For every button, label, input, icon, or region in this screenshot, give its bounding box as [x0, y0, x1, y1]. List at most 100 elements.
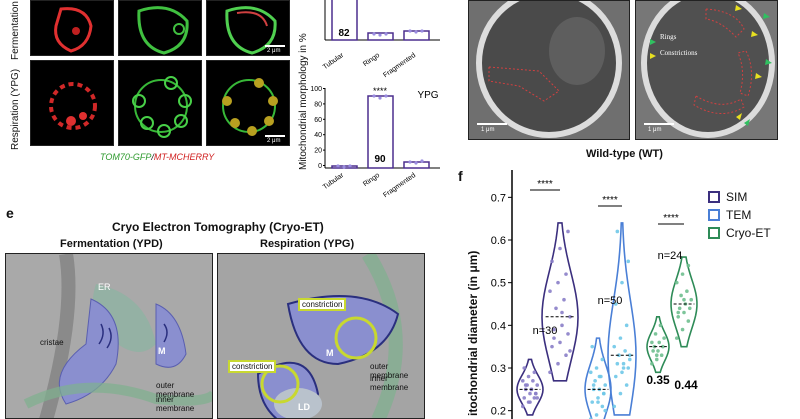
label-outer-membrane: outer membrane — [370, 362, 409, 380]
data-point — [554, 306, 558, 311]
data-point — [612, 344, 617, 349]
label-ld: LD — [298, 402, 310, 412]
label-m: M — [326, 348, 334, 358]
significance-stars: **** — [602, 195, 618, 206]
data-point — [558, 246, 562, 251]
data-point — [520, 404, 525, 409]
x-tick-ringo: Ringo — [362, 172, 381, 188]
bar-chart-svg: 82 Tubular Ringo Fragmented 100 80 60 40 20 0… — [310, 0, 440, 199]
micro-green-ferm — [118, 0, 202, 56]
bar-value-label: 90 — [374, 154, 386, 165]
y-tick-label: 60 — [314, 117, 322, 124]
data-point — [685, 289, 689, 293]
micro-green-resp — [118, 60, 202, 146]
legend-item-sim: SIM — [708, 190, 771, 204]
significance-stars: **** — [373, 86, 388, 96]
data-point — [682, 310, 686, 315]
data-point — [624, 383, 629, 387]
legend-swatch — [708, 209, 720, 221]
data-point — [686, 263, 691, 268]
data-point — [523, 383, 528, 387]
data-point — [612, 404, 617, 409]
label-inner-membrane: inner membrane — [156, 395, 195, 413]
data-point — [651, 349, 655, 353]
label-constriction-left: constriction — [228, 360, 277, 373]
median-value-label: 0.31 — [598, 417, 622, 419]
legend-label: TEM — [726, 208, 752, 222]
data-point — [590, 400, 595, 404]
data-point — [548, 289, 552, 293]
data-point — [556, 280, 560, 285]
data-point — [613, 374, 618, 379]
channel-legend: TOM70-GFP/MT-MCHERRY — [100, 152, 214, 162]
data-point — [550, 259, 554, 264]
row-label-respiration: Respiration (YPG) — [10, 68, 21, 150]
x-tick-ringo: Ringo — [362, 52, 381, 68]
significance-stars: **** — [537, 179, 553, 190]
legend-item-tem: TEM — [708, 208, 771, 222]
data-point — [627, 357, 632, 362]
n-label: n=30 — [533, 325, 558, 337]
legend-swatch — [708, 227, 720, 239]
data-point — [548, 370, 552, 375]
data-point — [588, 370, 593, 375]
violin-legend: SIM TEM Cryo-ET — [708, 190, 771, 240]
data-point — [562, 297, 566, 302]
data-point — [623, 349, 627, 353]
data-point — [532, 370, 537, 375]
label-cristae: cristae — [40, 338, 64, 347]
cryo-image-left: ER cristae M outer membrane inner membra… — [5, 253, 213, 419]
data-point — [556, 361, 560, 366]
data-point — [560, 310, 564, 315]
data-point — [680, 327, 685, 332]
data-point — [662, 336, 666, 340]
data-point — [531, 379, 535, 383]
scale-bar — [477, 123, 507, 125]
data-point — [591, 383, 596, 387]
micro-red-ferm — [30, 0, 114, 56]
cryo-subtitle-left: Fermentation (YPD) — [60, 238, 163, 250]
scale-label: 1 μm — [648, 127, 662, 133]
data-point — [618, 391, 623, 396]
panel-letter-e: e — [6, 205, 14, 221]
n-label: n=50 — [598, 295, 623, 307]
data-point — [552, 336, 556, 340]
scale-bar — [265, 45, 285, 47]
data-point — [590, 344, 595, 349]
violin-shape — [516, 358, 544, 416]
data-point — [535, 383, 540, 387]
data-point — [535, 396, 540, 400]
micro-merge-ferm: 2 μm — [206, 0, 290, 56]
scale-label: 2 μm — [267, 48, 281, 54]
tem-caption: Wild-type (WT) — [586, 148, 663, 160]
bar-ringo-bottom — [367, 95, 394, 169]
label-outer-membrane: outer membrane — [156, 381, 195, 399]
data-point — [626, 259, 631, 264]
data-point — [650, 340, 654, 345]
data-point — [674, 336, 679, 340]
data-point — [550, 344, 554, 349]
median-value-label: 0.35 — [646, 373, 670, 387]
data-point — [526, 374, 531, 379]
data-point — [564, 272, 568, 276]
legend-green: TOM70-GFP — [100, 152, 152, 162]
cryo-subtitle-right: Respiration (YPG) — [260, 238, 355, 250]
scale-label: 1 μm — [481, 127, 495, 133]
data-point — [566, 332, 570, 336]
data-point — [558, 340, 562, 345]
data-point — [653, 332, 658, 336]
x-tick-fragmented: Fragmented — [382, 172, 417, 199]
data-point — [528, 400, 532, 404]
bar-tubular-top — [331, 0, 358, 41]
y-tick-label: 0.5 — [491, 278, 506, 290]
data-point — [560, 323, 564, 328]
violin-shape — [584, 337, 612, 419]
data-point — [552, 327, 556, 332]
data-point — [600, 404, 605, 409]
cryo-title: Cryo Electron Tomography (Cryo-ET) — [112, 220, 324, 234]
data-point — [615, 229, 620, 234]
data-point — [615, 361, 620, 366]
bar-value-label: 82 — [338, 28, 350, 39]
data-point — [627, 353, 632, 357]
panel-letter-f: f — [458, 168, 463, 184]
